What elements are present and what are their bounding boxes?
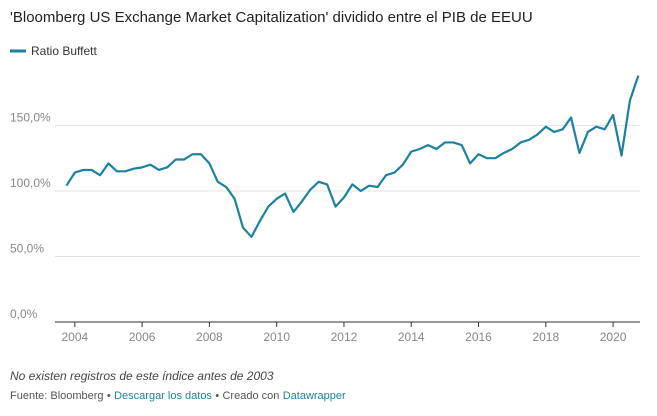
x-tick-label: 2012 xyxy=(331,330,358,344)
x-tick-label: 2014 xyxy=(398,330,425,344)
y-tick-label: 100,0% xyxy=(10,176,51,190)
x-tick-label: 2016 xyxy=(465,330,492,344)
credit: Creado con xyxy=(222,390,279,402)
x-tick-label: 2020 xyxy=(600,330,627,344)
legend-label: Ratio Buffett xyxy=(31,44,97,58)
separator: • xyxy=(107,390,111,402)
x-tick-label: 2004 xyxy=(61,330,88,344)
source: Fuente: Bloomberg xyxy=(10,390,104,402)
x-tick-label: 2010 xyxy=(263,330,290,344)
footer: Fuente: Bloomberg • Descargar los datos … xyxy=(10,388,346,402)
download-link[interactable]: Descargar los datos xyxy=(114,390,212,402)
x-tick-label: 2006 xyxy=(129,330,156,344)
x-tick-label: 2008 xyxy=(196,330,223,344)
y-tick-label: 50,0% xyxy=(10,241,44,255)
note: No existen registros de este índice ante… xyxy=(10,369,274,383)
x-tick-label: 2018 xyxy=(532,330,559,344)
y-tick-label: 150,0% xyxy=(10,110,51,124)
y-tick-label: 0,0% xyxy=(10,307,38,321)
separator: • xyxy=(215,390,219,402)
credit-link[interactable]: Datawrapper xyxy=(283,390,346,402)
chart-title: 'Bloomberg US Exchange Market Capitaliza… xyxy=(10,9,533,26)
line xyxy=(65,75,640,238)
